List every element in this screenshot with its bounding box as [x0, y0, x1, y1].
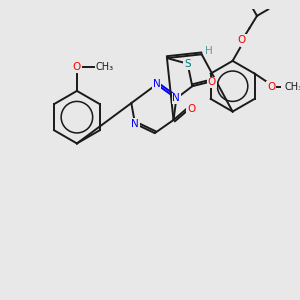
Text: S: S [184, 59, 191, 69]
Text: O: O [238, 35, 246, 45]
Text: H: H [205, 46, 213, 56]
Text: CH₃: CH₃ [285, 82, 300, 92]
Text: O: O [208, 77, 216, 88]
Text: N: N [153, 79, 160, 89]
Text: O: O [267, 82, 275, 92]
Text: CH₃: CH₃ [96, 62, 114, 73]
Text: N: N [131, 119, 139, 129]
Text: N: N [172, 93, 180, 103]
Text: O: O [73, 62, 81, 73]
Text: O: O [187, 104, 196, 114]
